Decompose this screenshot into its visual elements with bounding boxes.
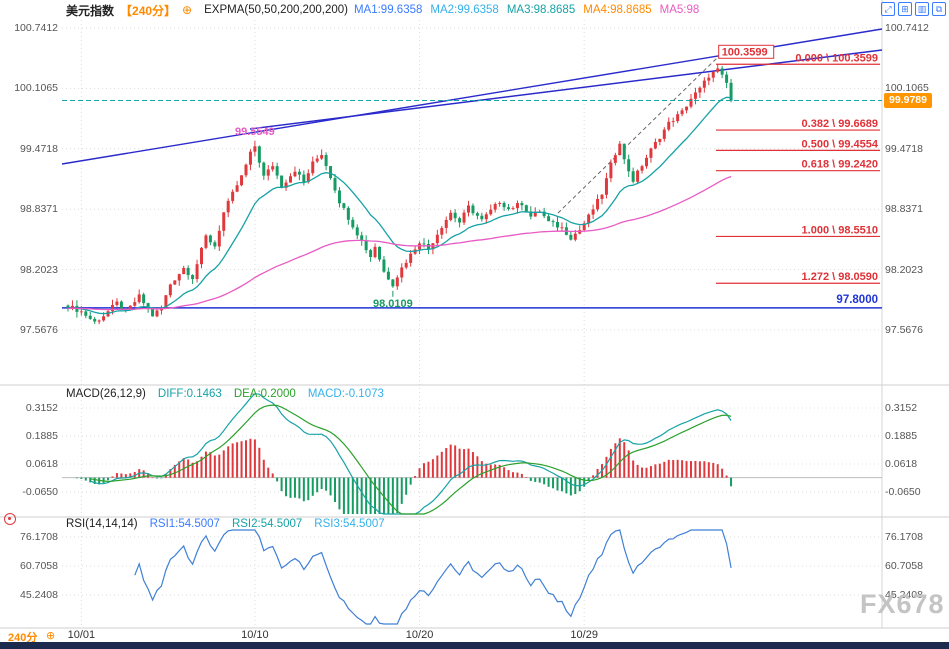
ma-value: MA2:99.6358 bbox=[430, 4, 499, 16]
fib-level-label: 0.382 \ 99.6689 bbox=[802, 118, 878, 130]
macd-header: MACD(26,12,9) DIFF:0.1463 DEA:0.2000 MAC… bbox=[66, 388, 384, 400]
date-label: 10/01 bbox=[67, 629, 96, 641]
date-label: 10/20 bbox=[405, 629, 434, 641]
fib-level-label: 0.618 \ 99.2420 bbox=[802, 159, 878, 171]
fib-level-label: 0.500 \ 99.4554 bbox=[802, 138, 879, 150]
macd-dea-value: DEA:0.2000 bbox=[233, 388, 296, 400]
symbol-title: 美元指数 bbox=[66, 3, 115, 18]
fib-level-label: 1.272 \ 98.0590 bbox=[802, 271, 878, 283]
target-icon[interactable] bbox=[4, 513, 16, 525]
y-axis-label: 98.2023 bbox=[885, 263, 923, 276]
timeframe-label[interactable]: 240分 bbox=[8, 632, 38, 644]
current-price-badge: 99.9789 bbox=[884, 93, 932, 108]
y-axis-label: 99.4718 bbox=[885, 142, 923, 155]
y-axis-label: 60.7058 bbox=[885, 560, 923, 572]
date-label: 10/29 bbox=[570, 629, 598, 641]
add-indicator-icon[interactable]: ⊕ bbox=[182, 3, 193, 17]
macd-macd-value: MACD:-0.1073 bbox=[307, 388, 384, 400]
fibonacci-levels: 0.000 \ 100.3599 0.382 \ 99.6689 0.500 \ 9… bbox=[716, 52, 880, 306]
timeframe-add-icon[interactable]: ⊕ bbox=[46, 630, 56, 642]
bottom-bar bbox=[0, 642, 949, 649]
y-axis-label: 0.3152 bbox=[885, 402, 918, 414]
y-axis-label: -0.0650 bbox=[885, 486, 921, 498]
y-axis-label: 76.1708 bbox=[20, 531, 58, 543]
y-axis-label: 76.1708 bbox=[885, 531, 923, 543]
chart-toolbar: ⤢ ⊞ ▥ ⧉ bbox=[881, 2, 946, 16]
watermark: FX678 bbox=[860, 589, 945, 619]
y-axis-label: 98.2023 bbox=[20, 263, 58, 276]
y-axis-label: 97.5676 bbox=[20, 324, 58, 336]
ma-value: MA5:98 bbox=[659, 4, 700, 16]
y-axis-label: 98.8371 bbox=[20, 203, 58, 216]
ma-values: MA1:99.6358 MA2:99.6358 MA3:98.8685 MA4:98.… bbox=[354, 4, 707, 16]
ma-value: MA3:98.8685 bbox=[506, 4, 576, 16]
pane-separators bbox=[0, 0, 949, 629]
rsi2-value: RSI2:54.5007 bbox=[231, 518, 303, 530]
ema-lines bbox=[67, 96, 732, 315]
expma-label: EXPMA(50,50,200,200,200) bbox=[204, 4, 348, 16]
macd-title: MACD(26,12,9) bbox=[66, 388, 146, 400]
y-axis-label: 45.2408 bbox=[20, 589, 58, 601]
trendlines bbox=[61, 28, 883, 309]
y-axis-label: 97.5676 bbox=[885, 324, 923, 336]
y-axis-label: 100.7412 bbox=[14, 22, 58, 34]
y-axis-label: 98.8371 bbox=[885, 203, 923, 216]
fib-level-label: 0.000 \ 100.3599 bbox=[795, 52, 878, 64]
grid-view-icon[interactable]: ⊞ bbox=[898, 2, 912, 16]
y-axis-label: 0.3152 bbox=[25, 402, 58, 414]
price-annotations: 99.5549 98.0109 100.3599 bbox=[235, 44, 775, 310]
x-axis: 240分 ⊕ 10/01 10/10 10/20 10/29 bbox=[0, 629, 949, 644]
rsi-header: RSI(14,14,14) RSI1:54.5007 RSI2:54.5007 … bbox=[66, 518, 385, 530]
annotation-label: 99.5549 bbox=[235, 126, 275, 138]
y-axis-label: 0.0618 bbox=[885, 458, 918, 470]
gridlines bbox=[62, 20, 882, 628]
y-axis-label: 0.0618 bbox=[25, 458, 58, 470]
y-axis-label: 0.1885 bbox=[25, 430, 58, 442]
macd-diff-value: DIFF:0.1463 bbox=[157, 388, 222, 400]
rsi-title: RSI(14,14,14) bbox=[66, 518, 138, 530]
windows-icon[interactable]: ⧉ bbox=[932, 2, 946, 16]
y-axis-label: 100.1065 bbox=[885, 82, 929, 95]
support-level-label: 97.8000 bbox=[836, 294, 878, 306]
y-axis-label: 0.1885 bbox=[885, 430, 918, 442]
y-axis-label: 45.2408 bbox=[885, 589, 923, 601]
y-axis-label: 99.4718 bbox=[20, 142, 58, 155]
bar-chart-icon[interactable]: ▥ bbox=[915, 2, 929, 16]
y-axis-label: 100.1065 bbox=[14, 82, 58, 95]
rsi3-value: RSI3:54.5007 bbox=[314, 518, 385, 530]
annotation-label: 100.3599 bbox=[722, 46, 768, 58]
fib-level-label: 1.000 \ 98.5510 bbox=[802, 224, 878, 236]
rsi1-value: RSI1:54.5007 bbox=[149, 518, 220, 530]
date-label: 10/10 bbox=[241, 629, 269, 641]
rsi-pane[interactable] bbox=[134, 529, 732, 625]
y-axis-label: 60.7058 bbox=[20, 560, 58, 572]
y-axis-label: -0.0650 bbox=[22, 486, 58, 498]
period-label: 【240分】 bbox=[120, 3, 177, 18]
y-axis-label: 100.7412 bbox=[885, 22, 929, 34]
ma-value: MA4:98.8685 bbox=[583, 4, 652, 16]
expand-icon[interactable]: ⤢ bbox=[881, 2, 895, 16]
ma-value: MA1:99.6358 bbox=[353, 4, 423, 16]
annotation-label: 98.0109 bbox=[373, 298, 413, 310]
main-chart-header: 美元指数 【240分】 ⊕ EXPMA(50,50,200,200,200) MA… bbox=[66, 3, 707, 18]
candles-layer[interactable] bbox=[66, 64, 733, 325]
macd-pane[interactable] bbox=[62, 393, 882, 515]
